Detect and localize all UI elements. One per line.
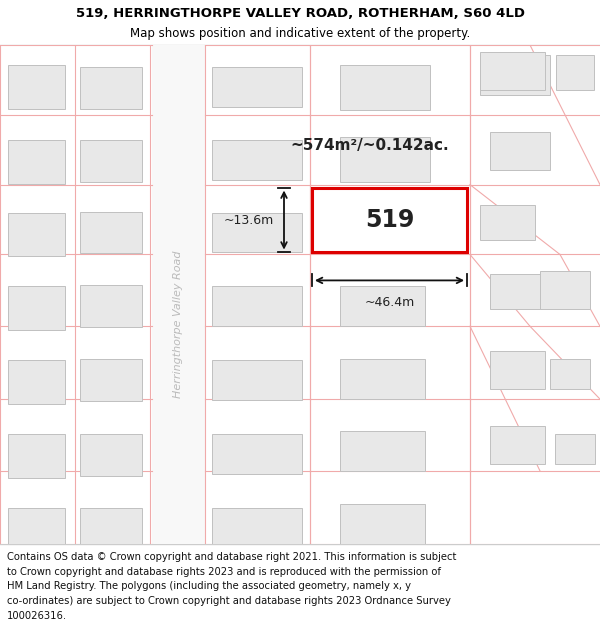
Bar <box>340 65 430 110</box>
Bar <box>490 351 545 389</box>
Bar <box>340 359 425 399</box>
Bar <box>340 137 430 182</box>
Text: 519: 519 <box>365 208 414 232</box>
Text: 519, HERRINGTHORPE VALLEY ROAD, ROTHERHAM, S60 4LD: 519, HERRINGTHORPE VALLEY ROAD, ROTHERHA… <box>76 7 524 20</box>
Bar <box>212 508 302 548</box>
Bar <box>212 213 302 253</box>
Bar <box>340 504 425 544</box>
Text: Herringthorpe Valley Road: Herringthorpe Valley Road <box>173 251 183 398</box>
Text: ~13.6m: ~13.6m <box>224 214 274 226</box>
Bar <box>80 67 142 109</box>
Bar <box>212 434 302 474</box>
Bar <box>8 434 65 478</box>
Bar <box>312 188 467 253</box>
Bar <box>490 274 542 309</box>
Bar <box>550 359 590 389</box>
Bar <box>212 67 302 107</box>
Text: Map shows position and indicative extent of the property.: Map shows position and indicative extent… <box>130 27 470 40</box>
Bar <box>340 431 425 471</box>
Bar <box>212 360 302 400</box>
Bar <box>540 271 590 309</box>
Bar <box>80 212 142 254</box>
Bar <box>556 55 594 90</box>
Bar <box>80 286 142 328</box>
Bar <box>490 132 550 169</box>
Bar <box>80 508 142 550</box>
Bar <box>480 204 535 239</box>
Text: Contains OS data © Crown copyright and database right 2021. This information is : Contains OS data © Crown copyright and d… <box>7 552 457 562</box>
Bar <box>8 508 65 552</box>
Bar <box>80 140 142 182</box>
Text: ~46.4m: ~46.4m <box>364 296 415 309</box>
Bar <box>555 434 595 464</box>
Text: 100026316.: 100026316. <box>7 611 67 621</box>
Bar <box>480 55 550 95</box>
Bar <box>8 213 65 256</box>
Bar <box>212 140 302 179</box>
Text: HM Land Registry. The polygons (including the associated geometry, namely x, y: HM Land Registry. The polygons (includin… <box>7 581 411 591</box>
Bar <box>8 65 65 109</box>
Bar <box>340 286 425 326</box>
Bar <box>480 52 545 90</box>
Text: to Crown copyright and database rights 2023 and is reproduced with the permissio: to Crown copyright and database rights 2… <box>7 567 441 577</box>
Text: ~574m²/~0.142ac.: ~574m²/~0.142ac. <box>290 138 449 153</box>
Bar <box>8 140 65 184</box>
Text: co-ordinates) are subject to Crown copyright and database rights 2023 Ordnance S: co-ordinates) are subject to Crown copyr… <box>7 596 451 606</box>
Bar <box>80 434 142 476</box>
Bar <box>80 359 142 401</box>
Bar <box>212 286 302 326</box>
Bar <box>8 360 65 404</box>
Bar <box>490 426 545 464</box>
Bar <box>8 286 65 330</box>
Polygon shape <box>152 45 205 544</box>
